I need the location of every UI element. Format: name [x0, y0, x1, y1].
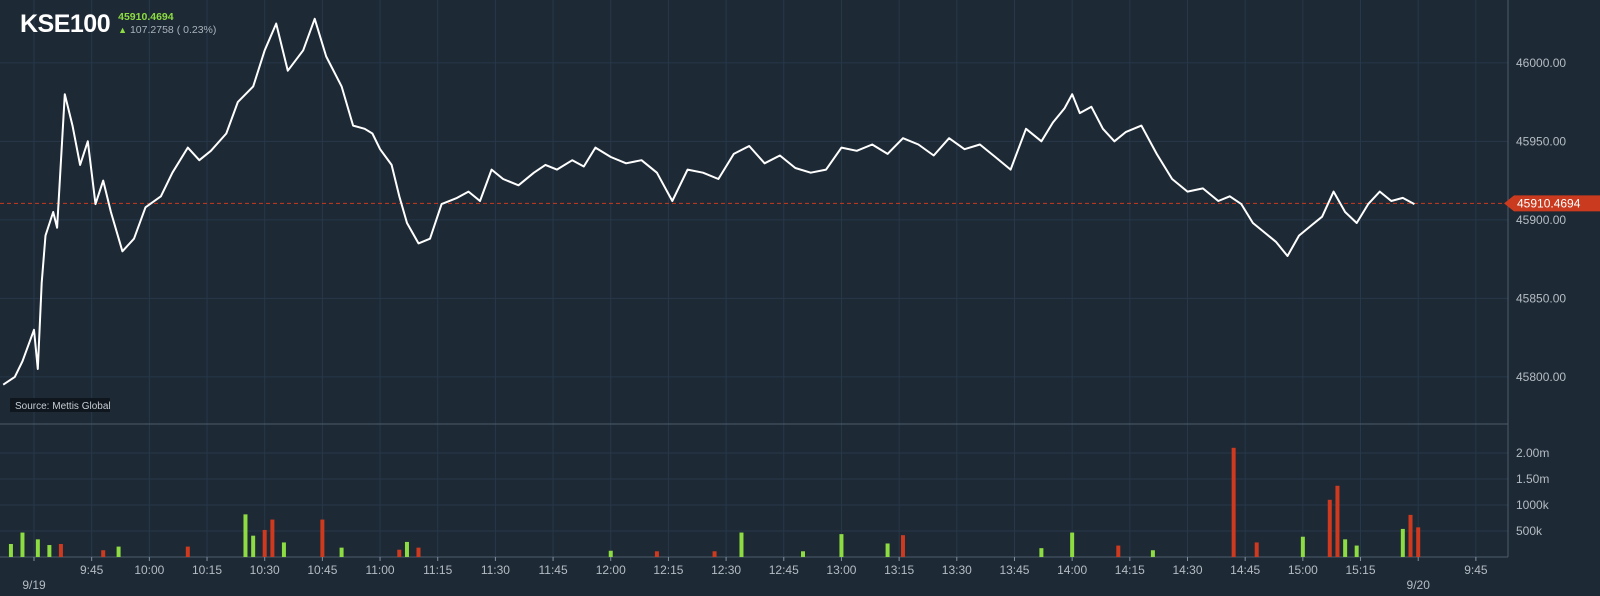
volume-bar	[1150, 550, 1155, 557]
x-time-label: 11:30	[481, 563, 510, 577]
volume-bar	[339, 547, 344, 557]
x-time-label: 15:15	[1346, 563, 1376, 577]
volume-bar	[801, 551, 805, 557]
volume-bar	[1416, 527, 1421, 557]
volume-axis-label: 2.00m	[1516, 446, 1549, 460]
volume-axis-label: 1000k	[1516, 498, 1550, 512]
current-price-marker	[1504, 195, 1600, 212]
source-badge-bg	[10, 398, 110, 412]
volume-bar	[1327, 499, 1332, 557]
price-axis-label: 45800.00	[1516, 370, 1566, 384]
source-label: Source: Mettis Global	[15, 401, 111, 412]
volume-bar	[397, 549, 402, 557]
x-time-label: 10:00	[134, 563, 164, 577]
x-date-label: 9/19	[22, 578, 46, 592]
volume-bar	[185, 546, 190, 557]
x-time-label: 9:45	[80, 563, 104, 577]
x-time-label: 11:00	[365, 563, 394, 577]
volume-bar	[712, 551, 717, 557]
quote-header: KSE100 45910.4694 ▲ 107.2758 ( 0.23%)	[20, 6, 216, 42]
volume-bar	[320, 519, 325, 557]
source-badge: Source: Mettis Global	[10, 398, 111, 412]
volume-bar	[1343, 539, 1348, 557]
x-time-label: 13:30	[942, 563, 972, 577]
change-percent: ( 0.23%)	[176, 24, 217, 36]
x-time-label: 9:45	[1464, 563, 1488, 577]
volume-axis-label: 1.50m	[1516, 472, 1549, 486]
x-time-label: 13:00	[826, 563, 856, 577]
volume-bar	[1254, 542, 1259, 557]
x-time-label: 13:45	[999, 563, 1029, 577]
volume-bar	[270, 519, 275, 557]
x-time-label: 15:00	[1288, 563, 1318, 577]
axes: 45800.00 45850.00 45900.00 45950.00 46000.00…	[10, 56, 1600, 592]
price-axis-label: 45850.00	[1516, 291, 1566, 305]
price-line	[2, 17, 1415, 386]
x-time-label: 11:15	[423, 563, 452, 577]
price-axis-label: 46000.00	[1516, 56, 1566, 70]
volume-bar	[1116, 545, 1121, 557]
volume-bar	[1408, 514, 1413, 557]
last-price: 45910.4694	[118, 11, 174, 23]
change-value: 107.2758	[129, 24, 174, 36]
volume-bar	[1039, 548, 1044, 557]
x-time-label: 10:15	[192, 563, 222, 577]
x-time-label: 10:30	[250, 563, 280, 577]
volume-bar	[654, 551, 659, 557]
volume-bar	[20, 532, 25, 557]
volume-bar	[739, 532, 744, 557]
volume-bar	[1335, 485, 1340, 557]
volume-bar	[251, 535, 256, 557]
current-price-label: 45910.4694	[1517, 196, 1581, 210]
volume-bar	[1300, 536, 1305, 557]
x-time-label: 12:30	[711, 563, 741, 577]
volume-panel	[8, 447, 1421, 557]
volume-bar	[839, 534, 844, 557]
volume-bar	[1231, 447, 1236, 557]
x-time-label: 11:45	[539, 563, 568, 577]
x-time-label: 14:15	[1115, 563, 1145, 577]
x-time-label: 12:15	[653, 563, 683, 577]
x-time-label: 12:00	[596, 563, 626, 577]
x-date-label: 9/20	[1407, 578, 1431, 592]
volume-bar	[885, 543, 890, 557]
x-time-label: 13:15	[884, 563, 914, 577]
volume-bar	[1070, 532, 1075, 557]
volume-bar	[404, 541, 409, 557]
volume-bar	[35, 539, 40, 557]
volume-bar	[281, 542, 286, 557]
ticker-symbol: KSE100	[20, 10, 111, 38]
volume-bar	[101, 550, 106, 557]
price-panel	[0, 17, 1508, 386]
price-axis-label: 45950.00	[1516, 134, 1566, 148]
volume-bar	[47, 545, 52, 557]
volume-bar	[262, 529, 267, 557]
volume-bar	[243, 514, 248, 557]
arrow-up-icon: ▲	[118, 25, 128, 35]
volume-bar	[1354, 545, 1359, 557]
volume-bar	[416, 547, 421, 557]
volume-bar	[608, 550, 613, 557]
volume-axis-label: 500k	[1516, 524, 1543, 538]
price-axis-label: 45900.00	[1516, 213, 1566, 227]
volume-bar	[900, 535, 905, 557]
volume-bar	[58, 544, 63, 557]
volume-bar	[8, 544, 13, 557]
volume-bar	[116, 546, 121, 557]
x-time-label: 14:30	[1172, 563, 1202, 577]
x-time-label: 10:45	[307, 563, 337, 577]
grid-lines	[0, 0, 1509, 558]
volume-bar	[1400, 528, 1405, 557]
x-time-label: 12:45	[769, 563, 799, 577]
x-time-label: 14:00	[1057, 563, 1087, 577]
quote-block: 45910.4694 ▲ 107.2758 ( 0.23%)	[118, 6, 216, 37]
x-time-label: 14:45	[1230, 563, 1260, 577]
